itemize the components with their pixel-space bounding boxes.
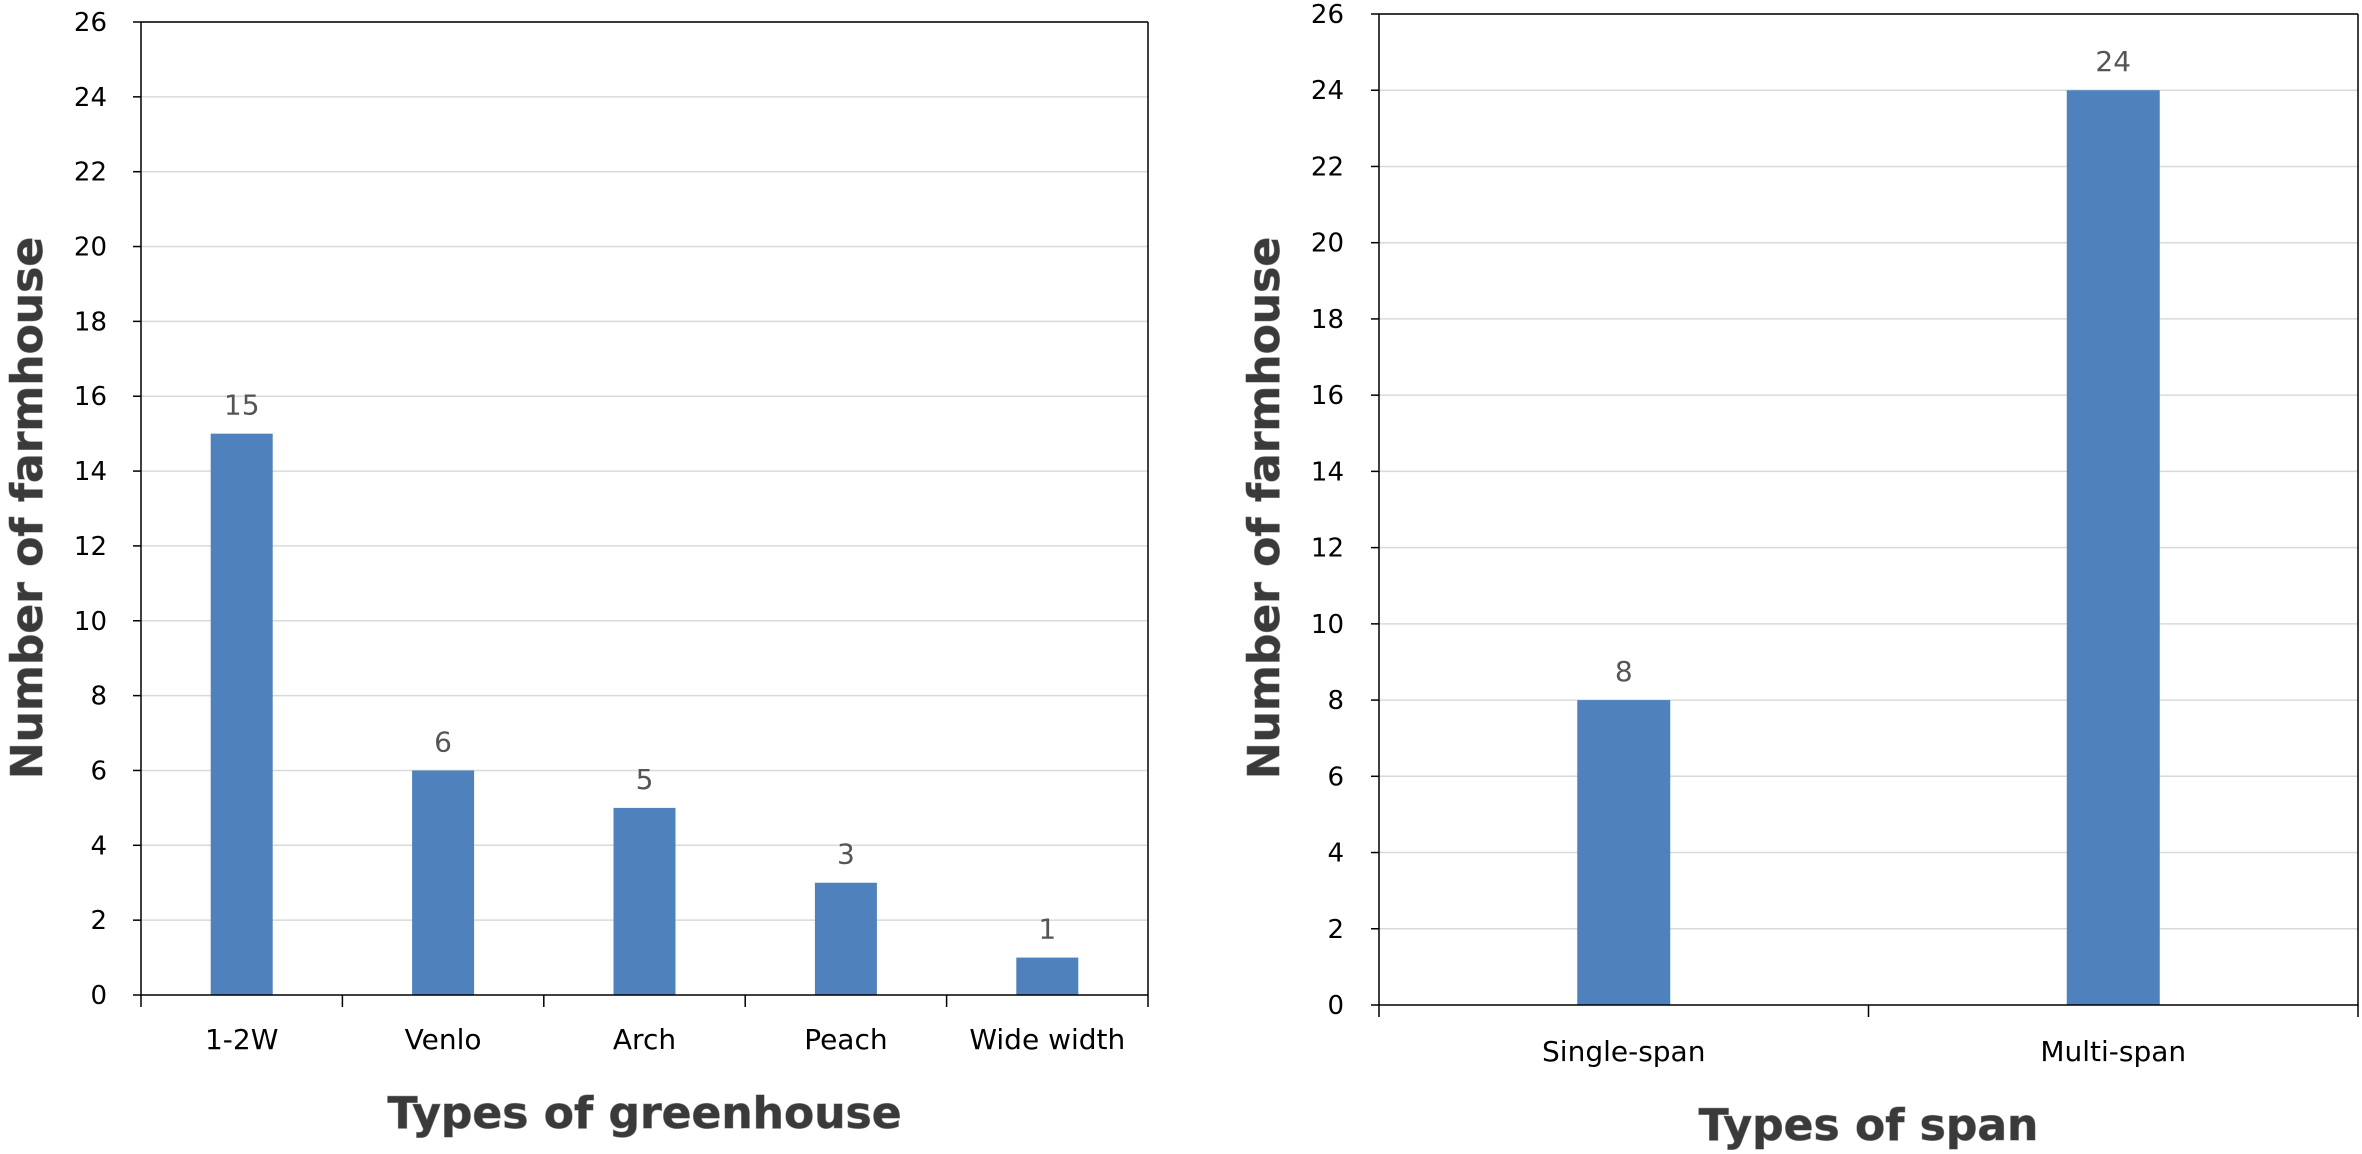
y-tick-label: 14 — [74, 457, 107, 487]
y-tick-label: 22 — [74, 158, 107, 188]
x-category-label: Peach — [804, 1023, 887, 1056]
y-tick-label: 10 — [74, 607, 107, 637]
y-tick-label: 12 — [1311, 534, 1344, 564]
y-tick-label: 14 — [1311, 457, 1344, 487]
y-tick-label: 6 — [1327, 762, 1344, 792]
data-label: 24 — [2095, 45, 2131, 78]
y-tick-label: 2 — [90, 906, 107, 936]
bar — [814, 882, 877, 995]
y-tick-label: 12 — [74, 532, 107, 562]
y-tick-label: 18 — [1311, 305, 1344, 335]
y-tick-label: 4 — [1327, 839, 1344, 869]
y-tick-label: 20 — [74, 233, 107, 263]
x-category-label: Wide width — [969, 1023, 1125, 1056]
y-tick-label: 10 — [1311, 610, 1344, 640]
y-axis-title: Number of farmhouse — [2, 237, 53, 779]
data-label: 15 — [224, 389, 260, 422]
bar — [412, 770, 475, 995]
y-tick-label: 8 — [1327, 686, 1344, 716]
y-tick-label: 20 — [1311, 229, 1344, 259]
x-axis-title: Types of span — [1699, 1100, 2039, 1151]
data-label: 1 — [1038, 913, 1056, 946]
data-label: 8 — [1615, 655, 1633, 688]
y-tick-label: 16 — [1311, 381, 1344, 411]
y-tick-label: 26 — [74, 8, 107, 38]
x-category-label: Multi-span — [2040, 1035, 2186, 1068]
bar — [1016, 957, 1079, 995]
y-tick-label: 16 — [74, 382, 107, 412]
bar — [1577, 700, 1671, 1005]
bar — [210, 433, 273, 996]
y-tick-label: 6 — [90, 756, 107, 786]
y-tick-label: 18 — [74, 307, 107, 337]
y-axis-title: Number of farmhouse — [1239, 237, 1290, 779]
bar — [2066, 90, 2160, 1005]
y-tick-label: 0 — [1327, 991, 1344, 1021]
x-category-label: Arch — [613, 1023, 676, 1056]
y-tick-label: 0 — [90, 981, 107, 1011]
data-label: 5 — [636, 763, 654, 796]
greenhouse-chart: 02468101214161820222426151-2W6Venlo5Arch… — [2, 8, 1149, 1140]
data-label: 3 — [837, 838, 855, 871]
x-category-label: Venlo — [405, 1023, 482, 1056]
y-tick-label: 26 — [1311, 0, 1344, 30]
y-tick-label: 4 — [90, 831, 107, 861]
y-tick-label: 8 — [90, 682, 107, 712]
y-tick-label: 2 — [1327, 915, 1344, 945]
y-tick-label: 22 — [1311, 152, 1344, 182]
x-category-label: 1-2W — [205, 1023, 278, 1056]
bar — [613, 807, 676, 995]
span-chart: 024681012141618202224268Single-span24Mul… — [1239, 0, 2359, 1152]
x-category-label: Single-span — [1542, 1035, 1705, 1068]
y-tick-label: 24 — [74, 83, 107, 113]
x-axis-title: Types of greenhouse — [387, 1088, 901, 1139]
data-label: 6 — [434, 725, 452, 758]
y-tick-label: 24 — [1311, 76, 1344, 106]
